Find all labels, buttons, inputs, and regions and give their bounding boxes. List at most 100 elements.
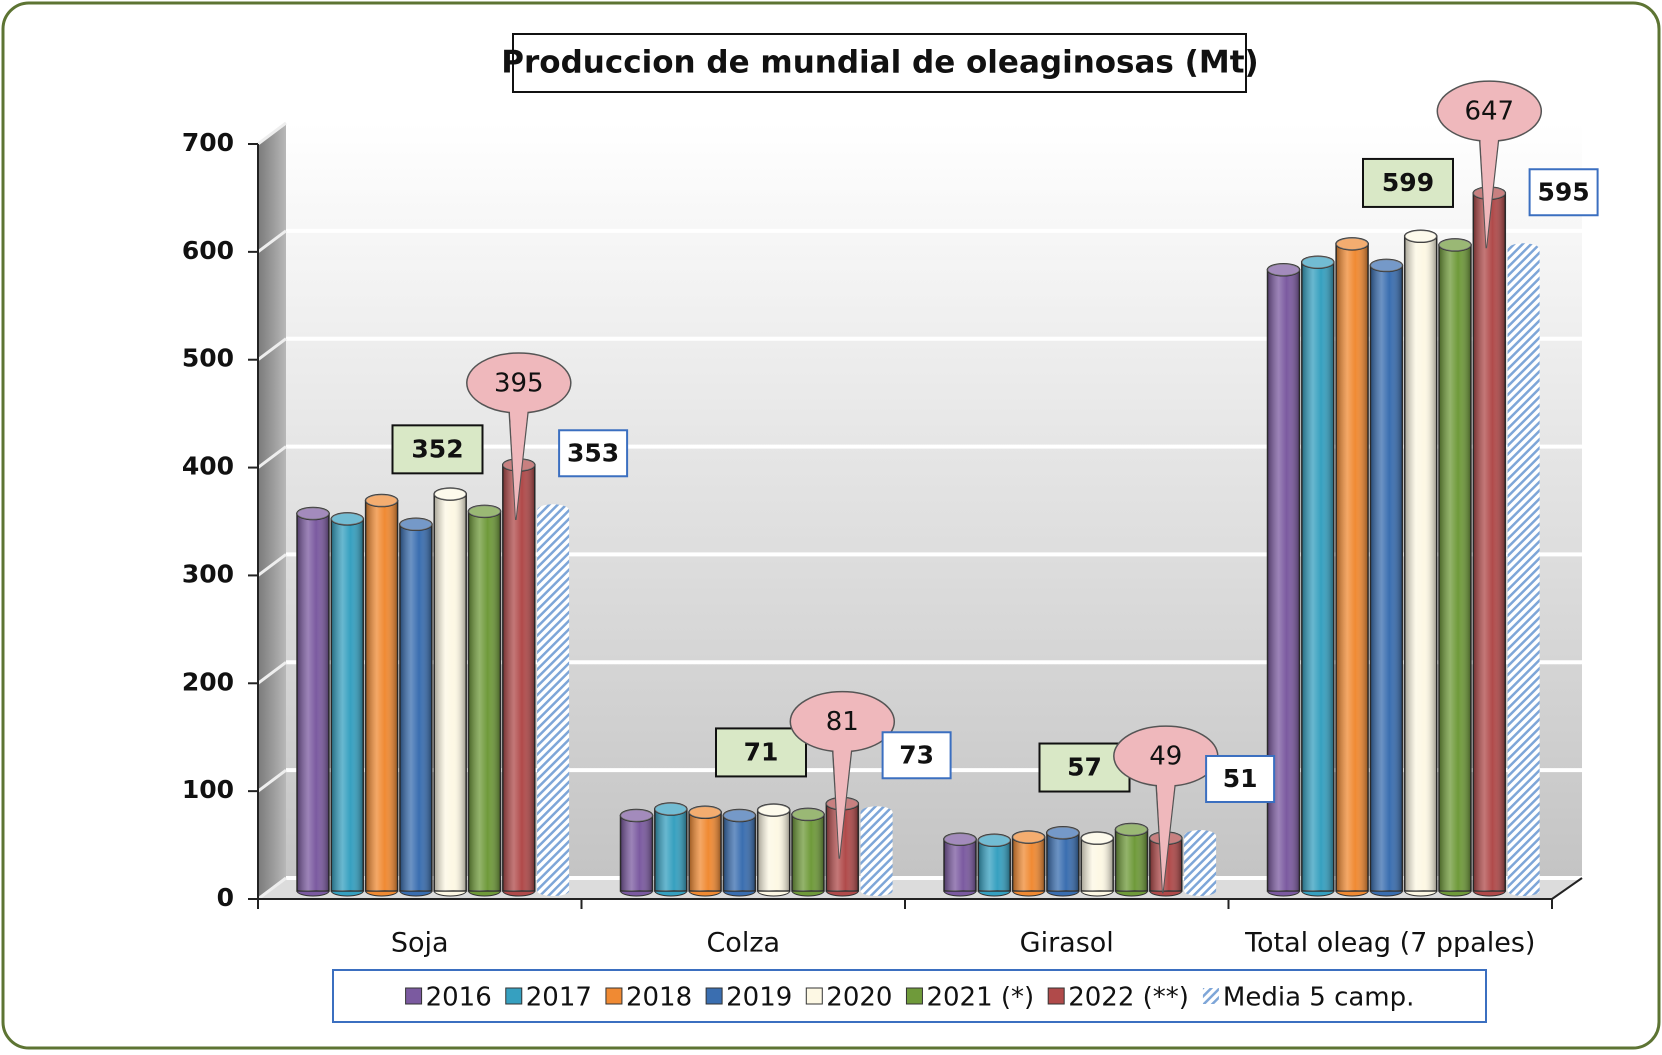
bar-cap — [943, 832, 977, 846]
bar-shade — [1301, 262, 1334, 891]
bar-shade — [944, 839, 976, 891]
bar-cap — [722, 808, 757, 823]
legend-label: 2019 — [726, 983, 792, 1013]
legend-swatch — [605, 987, 623, 1005]
bar-cap-shade — [365, 494, 398, 507]
bar-shade — [1336, 243, 1369, 891]
bar-cap — [756, 803, 791, 817]
bar-cap-shade — [399, 518, 432, 531]
bar-shade — [1115, 829, 1148, 891]
bar-cap — [537, 504, 570, 517]
bar-shade — [297, 513, 329, 891]
bar-shade — [1404, 236, 1437, 892]
data-label-box — [881, 731, 952, 780]
x-tick-label: Soja — [391, 928, 449, 959]
bar-cap — [364, 493, 399, 508]
legend-label: 2017 — [526, 983, 592, 1013]
bar — [537, 510, 570, 891]
bar-shade — [654, 809, 687, 891]
bar-cap-shade — [978, 834, 1011, 847]
grid-line — [257, 445, 287, 469]
bar-cap — [1046, 826, 1080, 840]
bar-shade — [434, 494, 467, 891]
bar-cap-shade — [1404, 230, 1437, 243]
data-label: 49 — [1149, 742, 1182, 772]
grid-line — [257, 229, 287, 254]
chart-title: Produccion de mundial de oleaginosas (Mt… — [501, 45, 1258, 81]
x-tick-label: Girasol — [1020, 928, 1114, 959]
data-label: 599 — [1382, 168, 1434, 197]
bar-cap-shade — [689, 806, 722, 819]
bar-cap — [860, 806, 893, 819]
bar-cap-shade — [1301, 256, 1334, 269]
bar-cap-shade — [434, 488, 467, 501]
y-tick-label: 100 — [182, 775, 234, 804]
y-tick-label: 300 — [182, 559, 234, 588]
floor — [258, 878, 1582, 899]
bar-cap-shade — [468, 505, 501, 518]
bar-cap-shade — [944, 833, 976, 846]
bar-cap — [1184, 829, 1217, 842]
bar-cap — [296, 506, 330, 521]
bar-cap — [1011, 830, 1046, 844]
bar-cap-shade — [792, 808, 824, 821]
bar-cap — [977, 833, 1012, 848]
bar-cap — [1114, 822, 1149, 837]
bar-shade — [792, 814, 824, 891]
data-label: 352 — [411, 434, 463, 463]
data-label: 395 — [494, 368, 544, 398]
bar-cap — [688, 805, 722, 820]
bar-cap — [654, 802, 688, 816]
data-label-box — [391, 424, 484, 475]
bar-shade — [689, 812, 722, 891]
legend-label: Media 5 camp. — [1223, 983, 1414, 1013]
y-tick-label: 500 — [182, 344, 234, 373]
bar-shade — [468, 511, 501, 891]
bar-shade — [1012, 837, 1045, 891]
legend-swatch — [405, 987, 423, 1005]
bar-shade — [365, 500, 398, 891]
legend-swatch — [1202, 988, 1219, 1004]
side-wall — [258, 123, 286, 899]
data-label: 57 — [1067, 753, 1102, 782]
legend-label: 2018 — [626, 983, 692, 1013]
bar-cap — [1438, 238, 1472, 252]
data-label-callout — [509, 408, 528, 518]
bar-cap — [399, 517, 433, 532]
y-tick-label: 400 — [182, 452, 234, 481]
data-label-box — [1205, 754, 1276, 803]
bar-cap — [433, 487, 467, 501]
bar-cap-shade — [723, 809, 756, 822]
y-tick-label: 600 — [182, 236, 234, 265]
bar — [1184, 835, 1217, 891]
data-label: 73 — [899, 740, 934, 769]
bar-cap-shade — [654, 803, 687, 816]
bar-cap-shade — [1370, 259, 1403, 272]
bar-shade — [1081, 838, 1114, 891]
bar-cap-shade — [1046, 826, 1079, 839]
data-label-callout — [833, 747, 852, 857]
data-label-callout — [1480, 137, 1499, 247]
x-axis-depth — [1551, 877, 1583, 900]
bar-cap — [1507, 243, 1540, 256]
bar-cap-shade — [1336, 237, 1369, 250]
grid-line — [257, 876, 287, 901]
y-tick-label: 700 — [182, 128, 234, 157]
bar — [860, 812, 893, 891]
data-label-box — [558, 429, 629, 478]
legend-label: 2020 — [826, 983, 892, 1013]
bar-shade — [757, 810, 790, 891]
data-label-box — [1528, 168, 1599, 217]
grid-line — [257, 337, 287, 361]
bar-cap-shade — [297, 507, 329, 520]
data-label: 647 — [1464, 97, 1514, 127]
x-tick-label: Total oleag (7 ppales) — [1244, 928, 1535, 959]
bar-cap-shade — [1115, 823, 1148, 836]
data-label-box — [1362, 157, 1454, 208]
bar-cap — [791, 807, 825, 822]
bar-cap-shade — [1081, 832, 1114, 845]
bar-cap-shade — [331, 512, 364, 525]
bar-cap — [1266, 262, 1301, 277]
bar-cap — [330, 512, 365, 526]
